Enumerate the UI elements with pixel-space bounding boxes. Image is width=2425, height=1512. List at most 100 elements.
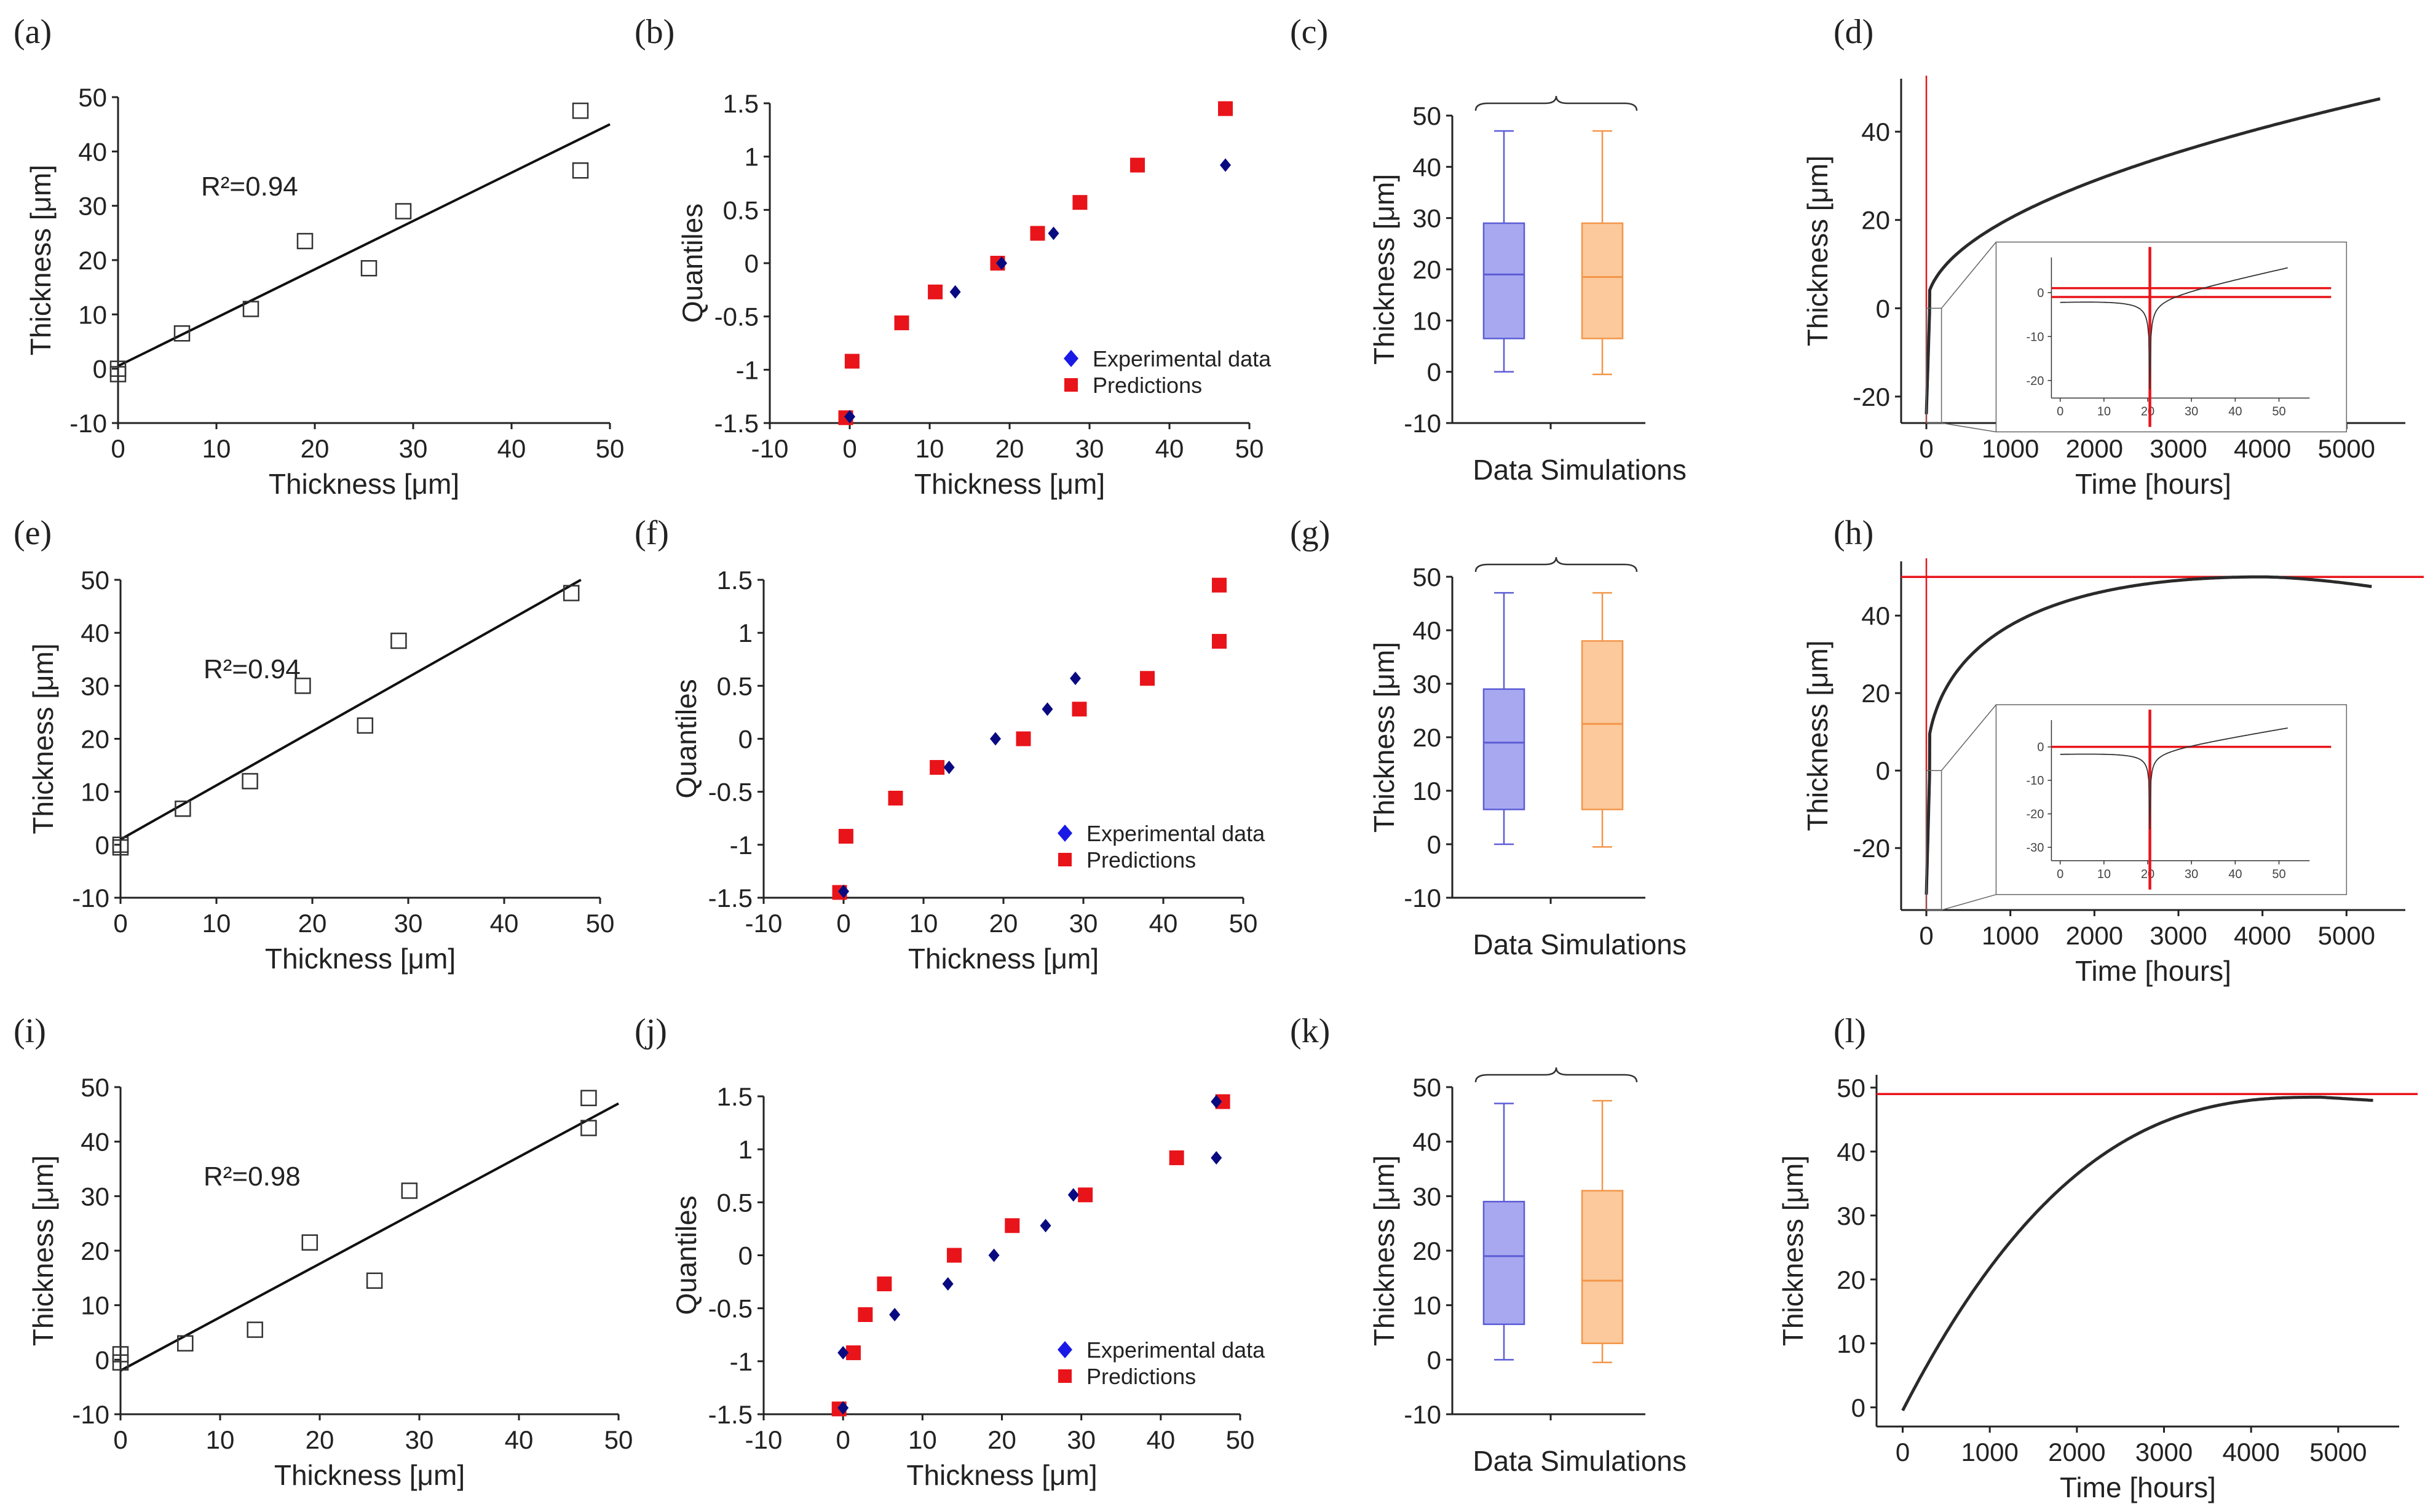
x-tick-label: 40 xyxy=(490,909,519,938)
thickness-curve xyxy=(1901,1095,2373,1412)
y-tick-label: -10 xyxy=(69,409,107,438)
x-tick-label: 2000 xyxy=(2066,921,2123,950)
data-point-square xyxy=(572,162,589,179)
box-1 xyxy=(1581,640,1624,810)
x-tick-label: 40 xyxy=(497,434,526,463)
prediction-point xyxy=(877,1276,892,1292)
inset-x-tick-label: 50 xyxy=(2272,868,2285,881)
y-tick-label: 20 xyxy=(1412,723,1441,752)
inset-y-tick-label: -20 xyxy=(2027,374,2044,388)
x-tick-label: 0 xyxy=(111,434,125,463)
x-tick-label: 5000 xyxy=(2309,1438,2367,1466)
x-tick-label: 0 xyxy=(842,434,856,463)
prediction-point xyxy=(1212,577,1227,593)
panel-g: (g) -10 0 10 20 30 40 50 Thickness [μm] Data Simul… xyxy=(1290,514,1687,960)
y-tick-label: 50 xyxy=(78,83,107,112)
experimental-point xyxy=(1070,671,1081,686)
inset-x-tick-label: 10 xyxy=(2097,868,2111,881)
y-tick-label: 0 xyxy=(738,1241,753,1270)
experimental-point xyxy=(996,256,1007,270)
y-tick-label: -10 xyxy=(1404,409,1441,438)
y-tick-label: -1.5 xyxy=(714,409,759,438)
y-tick-label: -1 xyxy=(730,1347,753,1376)
y-tick-label: 50 xyxy=(81,1073,109,1102)
inset-y-tick-label: -10 xyxy=(2027,330,2044,344)
data-point-square xyxy=(395,203,412,220)
data-point-square xyxy=(390,632,407,649)
y-tick-label: -1.5 xyxy=(708,1400,753,1429)
prediction-point xyxy=(1016,731,1031,746)
x-tick-label: 40 xyxy=(1149,909,1178,938)
experimental-point xyxy=(838,884,849,898)
x-tick-label: 50 xyxy=(604,1425,633,1454)
inset-curve xyxy=(2060,727,2288,829)
category-label-data: Data xyxy=(1473,928,1533,960)
y-tick-label: 30 xyxy=(1412,204,1441,233)
y-tick-label: 20 xyxy=(1861,679,1890,708)
prediction-point xyxy=(1030,226,1045,241)
data-point-square xyxy=(177,1335,194,1352)
y-axis-label: Thickness [μm] xyxy=(1802,640,1834,831)
x-tick-label: 30 xyxy=(405,1425,434,1454)
x-tick-label: 0 xyxy=(836,909,850,938)
panel-k: (k) -10 0 10 20 30 40 50 Thickness [μm] Data Simul… xyxy=(1290,1012,1687,1477)
x-tick-label: 0 xyxy=(113,1425,127,1454)
x-tick-label: 50 xyxy=(1226,1425,1255,1454)
y-tick-label: 0 xyxy=(745,249,759,278)
y-tick-label: 40 xyxy=(1861,117,1890,146)
panel-label: (b) xyxy=(635,13,674,51)
y-tick-label: 40 xyxy=(81,619,109,647)
y-tick-label: -1 xyxy=(736,355,759,384)
experimental-point xyxy=(1211,1150,1222,1165)
category-label-simulations: Simulations xyxy=(1540,928,1687,960)
experimental-point xyxy=(889,1308,901,1322)
y-tick-label: 0 xyxy=(93,355,107,384)
prediction-point xyxy=(858,1307,873,1323)
y-tick-label: 10 xyxy=(1412,777,1441,805)
y-tick-label: -1.5 xyxy=(708,884,753,912)
x-tick-label: 0 xyxy=(1919,921,1933,950)
prediction-point xyxy=(947,1248,962,1263)
panel-l: (l) 0 10 20 30 40 50 0 1000 2000 3000 4000 5000 Time … xyxy=(1777,1012,2418,1503)
panel-b: (b) -1.5 -1 -0.5 0 0.5 1 1.5 -10 0 10 20 30 40 50 Thick… xyxy=(635,13,1272,500)
experimental-point xyxy=(1067,1188,1079,1202)
zoom-region xyxy=(1926,307,1942,424)
legend-label-experimental: Experimental data xyxy=(1086,821,1265,846)
y-axis-label: Quantiles xyxy=(670,679,702,798)
prediction-point xyxy=(1072,702,1087,717)
y-tick-label: 20 xyxy=(1412,1237,1441,1265)
y-axis-label: Thickness [μm] xyxy=(1368,642,1400,833)
data-point-square xyxy=(357,717,374,734)
experimental-point xyxy=(943,761,955,775)
y-tick-label: -0.5 xyxy=(708,778,753,807)
y-axis-label: Thickness [μm] xyxy=(25,165,57,355)
inset-x-tick-label: 50 xyxy=(2272,405,2285,418)
r-squared-annotation: R²=0.94 xyxy=(201,172,298,202)
x-tick-label: 50 xyxy=(1229,909,1258,938)
y-tick-label: 30 xyxy=(1412,1182,1441,1211)
fit-line xyxy=(120,1102,619,1372)
y-tick-label: 0 xyxy=(1851,1393,1865,1422)
inset-frame xyxy=(1995,704,2348,895)
prediction-point xyxy=(1218,101,1233,116)
y-tick-label: 0.5 xyxy=(717,1188,753,1217)
legend-label-predictions: Predictions xyxy=(1093,373,1202,398)
panel-label: (i) xyxy=(14,1012,46,1050)
data-point-square xyxy=(301,1234,318,1251)
y-tick-label: 0 xyxy=(738,725,753,754)
y-tick-label: -0.5 xyxy=(714,303,759,331)
inset-y-tick-label: -30 xyxy=(2027,841,2044,855)
x-tick-label: 50 xyxy=(1235,434,1264,463)
y-tick-label: 1 xyxy=(745,143,759,172)
y-tick-label: 30 xyxy=(81,1182,109,1211)
panel-label: (d) xyxy=(1834,13,1873,51)
inset-frame xyxy=(1995,241,2348,433)
x-tick-label: 0 xyxy=(113,909,127,938)
y-tick-label: 40 xyxy=(81,1128,109,1157)
legend-label-experimental: Experimental data xyxy=(1093,346,1272,371)
x-tick-label: 30 xyxy=(394,909,423,938)
prediction-point xyxy=(928,284,943,299)
